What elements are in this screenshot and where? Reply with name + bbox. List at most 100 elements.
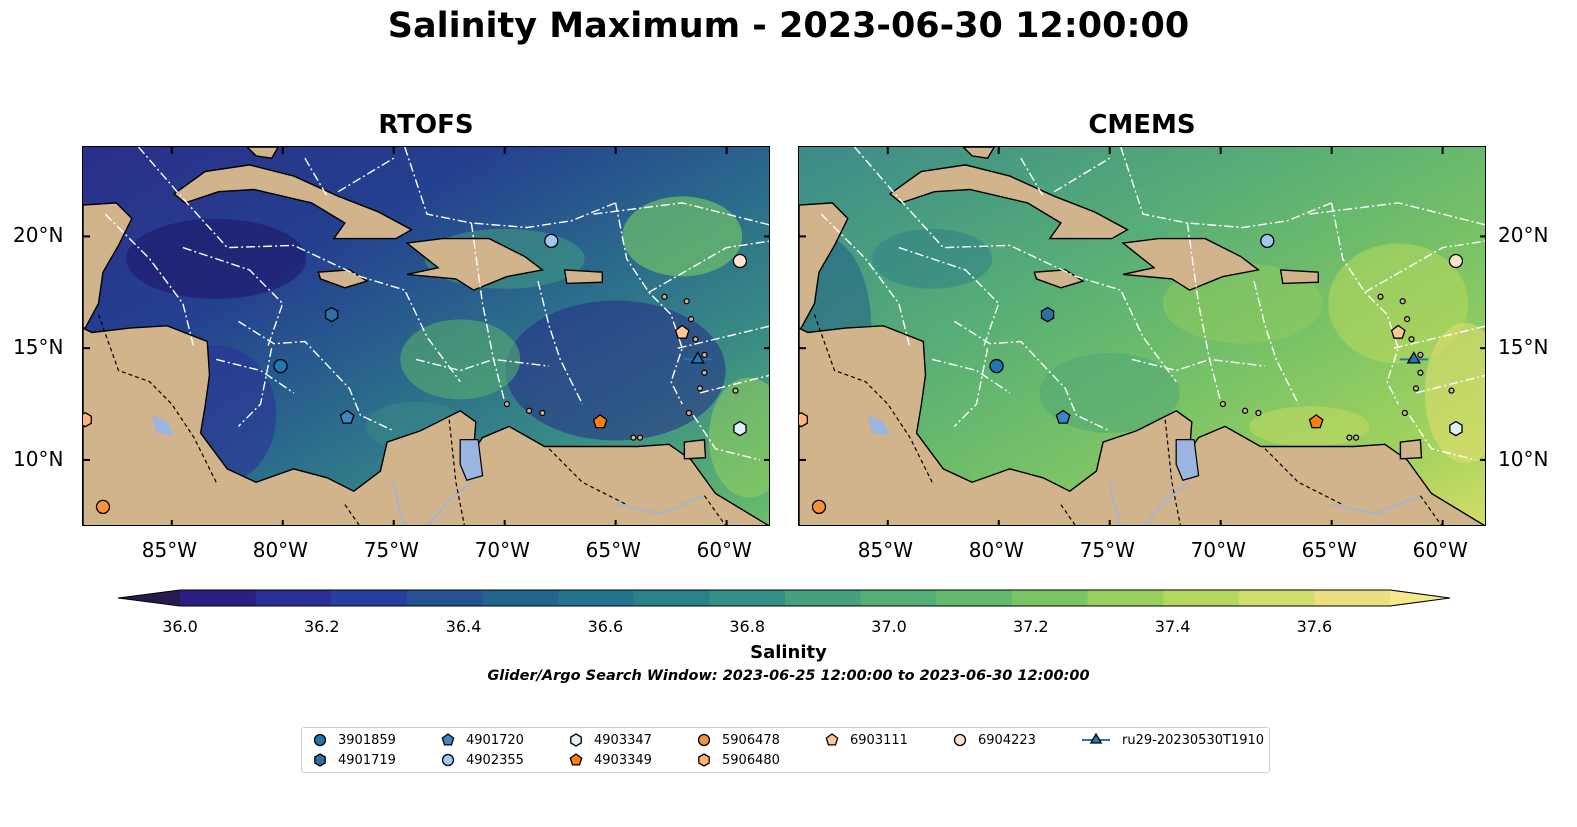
colorbar-bin xyxy=(709,590,786,606)
colorbar-bin xyxy=(482,590,559,606)
legend-label: 5906478 xyxy=(722,732,780,748)
map-panel-rtofs[interactable] xyxy=(82,146,770,526)
map-panel-cmems[interactable] xyxy=(798,146,1486,526)
obs-marker-5906478 xyxy=(95,499,111,515)
search-window-text: Glider/Argo Search Window: 2023-06-25 12… xyxy=(487,668,1090,684)
legend-item: 4903347 xyxy=(568,732,652,748)
legend-item: 4901719 xyxy=(312,752,396,768)
lon-tick-label: 80°W xyxy=(968,538,1024,562)
obs-marker-5906480 xyxy=(799,411,808,428)
legend-item: 5906480 xyxy=(696,752,780,768)
obs-marker-4902355 xyxy=(1260,233,1275,249)
legend-item: 4902355 xyxy=(440,752,524,768)
legend-label: 3901859 xyxy=(338,732,396,748)
map-cmems-svg xyxy=(799,147,1485,525)
colorbar-tick-label: 36.4 xyxy=(445,617,482,636)
colorbar xyxy=(117,589,1451,607)
obs-marker-5906478 xyxy=(811,499,827,515)
obs-marker-6904223 xyxy=(1448,253,1464,269)
legend-marker-icon xyxy=(569,753,583,766)
legend-label: 4901719 xyxy=(338,752,396,768)
main-title: Salinity Maximum - 2023-06-30 12:00:00 xyxy=(387,6,1190,46)
colorbar-tick-label: 36.6 xyxy=(587,617,624,636)
legend-marker-icon xyxy=(314,753,326,767)
legend-marker-icon xyxy=(313,733,327,747)
legend-marker-icon xyxy=(570,733,582,747)
legend-item: 6904223 xyxy=(952,732,1036,748)
obs-marker-4901720 xyxy=(1055,409,1071,424)
lon-tick-label: 70°W xyxy=(1190,538,1246,562)
legend-item: 4901720 xyxy=(440,732,524,748)
obs-marker-4903349 xyxy=(592,414,608,429)
legend-label: 6904223 xyxy=(978,732,1036,748)
obs-marker-4903349 xyxy=(1308,414,1324,429)
legend-item: ru29-20230530T1910 xyxy=(1080,732,1264,748)
colorbar-bin xyxy=(331,590,408,606)
legend-label: 4901720 xyxy=(466,732,524,748)
lon-tick-label: 75°W xyxy=(363,538,419,562)
colorbar-tick-label: 36.8 xyxy=(729,617,765,636)
lat-tick-label-left: 15°N xyxy=(13,335,64,360)
legend-marker-icon xyxy=(441,733,455,746)
legend-item: 3901859 xyxy=(312,732,396,748)
colorbar-bin xyxy=(633,590,710,606)
lon-tick-label: 70°W xyxy=(474,538,530,562)
colorbar-bin xyxy=(1011,590,1088,606)
legend-marker-icon xyxy=(825,733,839,746)
lat-tick-label-left: 20°N xyxy=(13,223,64,248)
legend-marker-icon xyxy=(953,733,967,747)
colorbar-bin xyxy=(936,590,1013,606)
lon-tick-label: 75°W xyxy=(1079,538,1135,562)
obs-marker-4903347 xyxy=(733,420,747,437)
colorbar-bin xyxy=(785,590,862,606)
lon-tick-label: 65°W xyxy=(1301,538,1357,562)
colorbar-extend-low xyxy=(118,590,180,606)
obs-marker-4901720 xyxy=(339,409,355,424)
lon-tick-label: 60°W xyxy=(1412,538,1468,562)
colorbar-bin xyxy=(406,590,483,606)
colorbar-bin xyxy=(180,590,257,606)
lon-tick-label: 85°W xyxy=(141,538,197,562)
map-rtofs-svg xyxy=(83,147,769,525)
legend-label: 4903347 xyxy=(594,732,652,748)
legend-item: 5906478 xyxy=(696,732,780,748)
colorbar-bin xyxy=(1314,590,1391,606)
obs-marker-3901859 xyxy=(273,358,288,374)
lon-tick-label: 85°W xyxy=(857,538,913,562)
colorbar-bin xyxy=(1087,590,1164,606)
legend-marker-icon xyxy=(698,753,710,767)
colorbar-bin xyxy=(860,590,937,606)
lon-tick-label: 65°W xyxy=(585,538,641,562)
legend-marker-icon xyxy=(697,733,711,747)
obs-marker-6903111 xyxy=(674,324,690,339)
legend-item: 4903349 xyxy=(568,752,652,768)
panel-title-cmems: CMEMS xyxy=(1088,110,1196,140)
legend-item: 6903111 xyxy=(824,732,908,748)
legend-label: ru29-20230530T1910 xyxy=(1122,732,1265,748)
lat-tick-label-right: 10°N xyxy=(1498,446,1549,471)
lon-tick-label: 80°W xyxy=(252,538,308,562)
obs-marker-4902355 xyxy=(544,233,559,249)
colorbar-tick-label: 37.2 xyxy=(1012,617,1049,636)
colorbar-bin xyxy=(255,590,332,606)
colorbar-tick-label: 37.4 xyxy=(1154,617,1191,636)
colorbar-label: Salinity xyxy=(750,642,827,663)
legend-marker-icon xyxy=(1082,732,1110,744)
colorbar-bin xyxy=(558,590,635,606)
colorbar-bin xyxy=(1163,590,1240,606)
legend-label: 6903111 xyxy=(850,732,908,748)
colorbar-bin xyxy=(1238,590,1315,606)
obs-marker-ru29-20230530T1910 xyxy=(683,351,712,364)
legend-label: 5906480 xyxy=(722,752,780,768)
colorbar-tick-label: 37.0 xyxy=(871,617,907,636)
lat-tick-label-left: 10°N xyxy=(13,446,64,471)
colorbar-extend-high xyxy=(1390,590,1450,606)
lat-tick-label-right: 20°N xyxy=(1498,223,1549,248)
colorbar-tick-label: 36.2 xyxy=(303,617,340,636)
obs-marker-ru29-20230530T1910 xyxy=(1399,351,1428,364)
legend-label: 4902355 xyxy=(466,752,524,768)
obs-marker-4903347 xyxy=(1449,420,1463,437)
obs-marker-4901719 xyxy=(1040,306,1055,323)
obs-marker-4901719 xyxy=(324,306,339,323)
panel-title-rtofs: RTOFS xyxy=(378,110,474,140)
